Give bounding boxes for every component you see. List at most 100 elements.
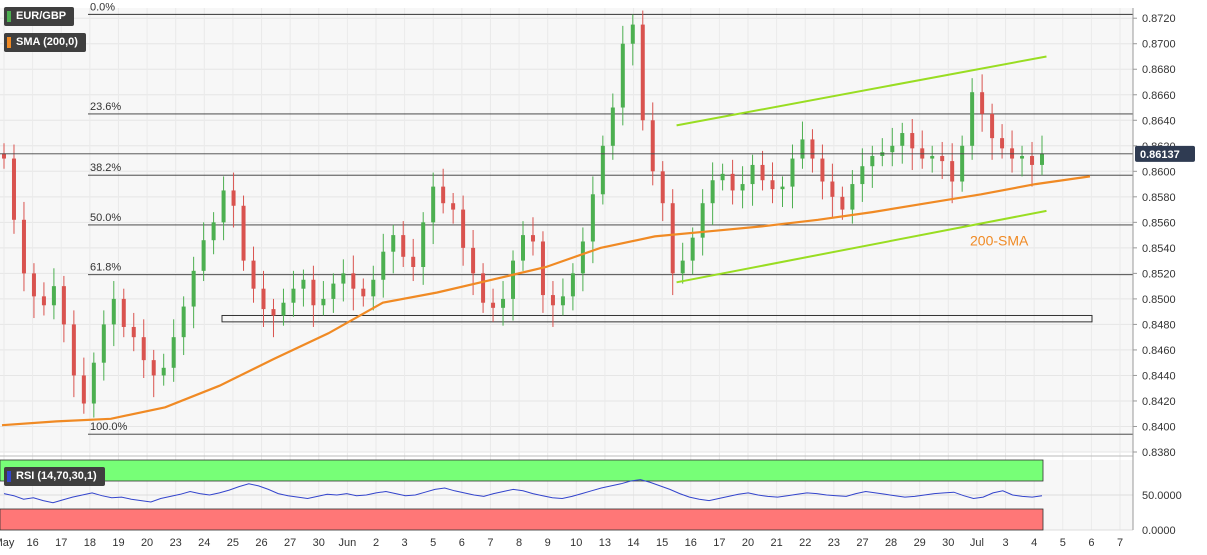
candle-body (31, 273, 36, 297)
candle-body (321, 298, 326, 306)
current-price-box (1135, 145, 1195, 162)
candle-body (750, 164, 755, 185)
price-tick-label: 0.8580 (1142, 192, 1176, 204)
candle-body (61, 286, 66, 325)
candle-body (91, 362, 96, 404)
candle-body (970, 92, 975, 146)
candle-body (1000, 138, 1005, 149)
candle-body (291, 288, 296, 303)
candle-body (441, 186, 446, 204)
candle-body (870, 156, 875, 167)
candle-body (690, 237, 695, 261)
sma-annotation: 200-SMA (970, 232, 1029, 248)
x-tick-label: 8 (516, 537, 522, 549)
candle-body (570, 273, 575, 297)
candle-body (371, 279, 376, 297)
fib-label: 50.0% (90, 212, 121, 224)
candle-body (251, 260, 256, 289)
x-tick-label: May (0, 537, 15, 549)
candle-body (301, 279, 306, 289)
candle-body (980, 92, 985, 114)
candle-body (241, 205, 246, 261)
candle-body (790, 158, 795, 187)
candle-body (211, 222, 216, 241)
price-tick-label: 0.8500 (1142, 294, 1176, 306)
price-axis: 0.87200.87000.86800.86600.86400.86200.86… (1132, 8, 1195, 537)
x-tick-label: 17 (713, 537, 725, 549)
x-tick-label: 14 (627, 537, 639, 549)
support-zone-box (221, 314, 1093, 323)
candle-body (451, 203, 456, 210)
x-tick-label: 5 (1060, 537, 1066, 549)
price-tick-label: 0.8440 (1142, 370, 1176, 382)
candle-body (940, 156, 945, 162)
candle-body (640, 24, 645, 121)
candle-body (481, 273, 486, 303)
sma-color-dot (7, 37, 11, 48)
sma-tag[interactable]: SMA (200,0) (4, 33, 86, 52)
x-tick-label: 20 (141, 537, 153, 549)
candle-body (760, 164, 765, 181)
x-tick-label: 5 (430, 537, 436, 549)
candle-body (131, 326, 136, 338)
candle-body (201, 240, 206, 271)
price-plot-bg (0, 8, 1133, 452)
overlay-lines: 200-SMA (0, 55, 1133, 427)
candle-body (580, 241, 585, 274)
x-tick-label: 26 (255, 537, 267, 549)
price-tick-label: 0.8720 (1142, 13, 1176, 25)
candle-body (910, 133, 915, 149)
x-tick-label: 23 (170, 537, 182, 549)
candle-body (361, 288, 366, 297)
candle-body (630, 24, 635, 44)
x-tick-label: 27 (856, 537, 868, 549)
symbol-tag[interactable]: EUR/GBP (4, 7, 75, 26)
candle-body (411, 256, 416, 267)
candle-body (11, 158, 16, 220)
x-tick-label: 29 (914, 537, 926, 549)
x-tick-label: 7 (1117, 537, 1123, 549)
x-tick-label: 6 (1088, 537, 1094, 549)
fib-label: 23.6% (90, 101, 121, 113)
candle-body (740, 184, 745, 191)
candle-body (431, 186, 436, 223)
price-tick-label: 0.8480 (1142, 319, 1176, 331)
candle-body (710, 180, 715, 204)
rsi-oversold-zone (0, 508, 1044, 531)
x-tick-label: 7 (487, 537, 493, 549)
x-tick-label: 30 (942, 537, 954, 549)
price-tick-label: 0.8560 (1142, 217, 1176, 229)
fib-label: 100.0% (90, 421, 128, 433)
candle-body (171, 337, 176, 368)
sma-200-line (1, 175, 1091, 427)
price-tick-label: 0.8600 (1142, 166, 1176, 178)
candle-body (730, 173, 735, 191)
candle-body (401, 235, 406, 257)
candle-body (311, 279, 316, 306)
candle-body (351, 273, 356, 289)
candle-body (181, 306, 186, 338)
price-tick-label: 0.8640 (1142, 115, 1176, 127)
candle-body (610, 107, 615, 146)
fib-label: 61.8% (90, 262, 121, 274)
price-tick-label: 0.8380 (1142, 447, 1176, 459)
fibonacci-levels: 0.0% 23.6% 38.2% 50.0% 61.8% 100.0% (88, 1, 1133, 435)
upper-trendline (676, 55, 1047, 127)
candle-body (820, 158, 825, 182)
candle-body (151, 360, 156, 376)
rsi-series-line (3, 479, 1043, 504)
sma-label: SMA (200,0) (16, 36, 78, 48)
candle-body (71, 324, 76, 376)
candle-body (660, 171, 665, 204)
candle-body (2, 153, 6, 159)
rsi-tag[interactable]: RSI (14,70,30,1) (4, 467, 105, 486)
candle-body (471, 247, 476, 274)
price-tick-label: 0.8700 (1142, 39, 1176, 51)
x-tick-label: 21 (770, 537, 782, 549)
candle-body (511, 260, 516, 299)
candle-body (191, 270, 196, 307)
candle-body (491, 302, 496, 308)
candle-body (720, 173, 725, 181)
fib-label: 0.0% (90, 1, 115, 13)
rsi-zones (0, 459, 1044, 531)
